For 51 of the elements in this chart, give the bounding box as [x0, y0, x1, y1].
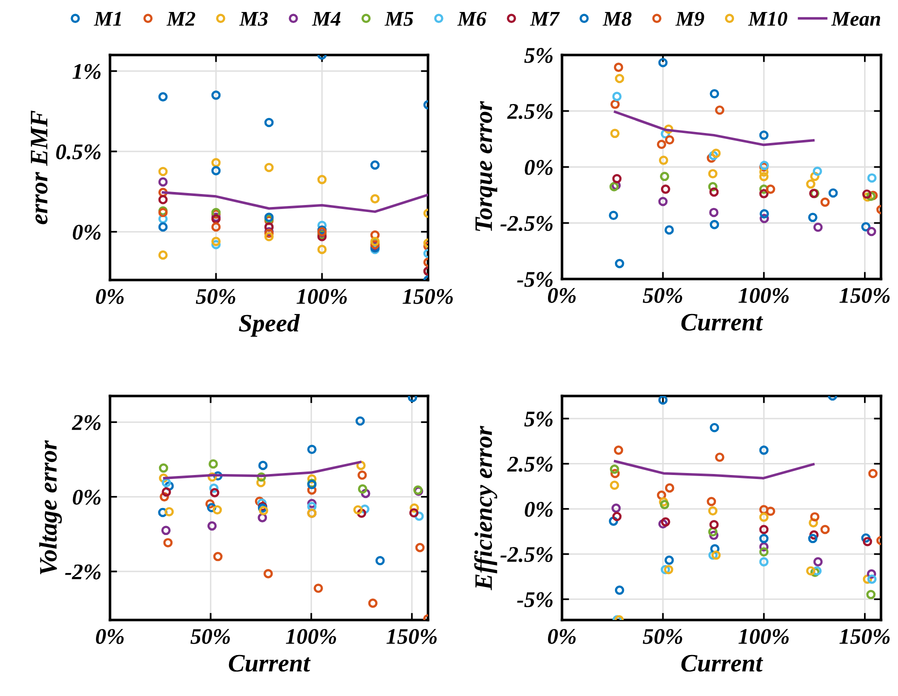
x-tick-label: 0%: [548, 288, 576, 304]
x-tick-label: 0%: [548, 628, 576, 644]
y-tick-label: 0%: [524, 160, 553, 175]
x-axis-title: Current: [681, 314, 764, 331]
y-tick-label: -5%: [517, 592, 553, 608]
legend-label: M8: [602, 12, 632, 26]
x-tick-label: 100%: [296, 288, 347, 304]
legend-label: M7: [530, 12, 560, 26]
x-tick-label: 100%: [738, 628, 789, 644]
x-tick-label: 100%: [286, 628, 336, 644]
legend-label: M6: [457, 12, 486, 26]
x-tick-label: 0%: [96, 628, 124, 644]
legend-label: M3: [239, 12, 268, 26]
y-axis-title: error EMF: [30, 110, 48, 224]
y-tick-label: -2.5%: [500, 216, 553, 232]
y-tick-label: 0%: [72, 224, 101, 240]
x-axis-title: Speed: [238, 314, 300, 337]
y-axis-title: Efficiency error: [474, 426, 498, 590]
x-axis-title: Current: [681, 654, 764, 672]
y-tick-label: 2.5%: [507, 104, 553, 120]
y-tick-label: 2.5%: [507, 456, 553, 472]
x-tick-label: 150%: [839, 628, 890, 644]
y-tick-label: -5%: [517, 272, 553, 287]
y-tick-label: 0.5%: [56, 144, 101, 160]
y-axis-title: Voltage error: [39, 440, 62, 574]
x-axis-title: Current: [228, 654, 311, 672]
x-tick-label: 50%: [196, 288, 236, 304]
y-tick-label: 5%: [524, 412, 553, 427]
y-tick-label: 5%: [524, 48, 553, 63]
legend-label: M10: [748, 12, 788, 26]
legend-label: M1: [94, 12, 121, 26]
y-tick-label: -2.5%: [500, 546, 553, 562]
legend-label: M2: [166, 12, 196, 26]
legend-label: Mean: [831, 12, 880, 26]
y-tick-label: 0%: [524, 502, 553, 517]
legend-label: M9: [675, 12, 704, 26]
y-tick-label: 0%: [72, 490, 101, 505]
x-tick-label: 150%: [386, 628, 437, 644]
y-tick-label: 1%: [72, 64, 101, 80]
x-tick-label: 50%: [642, 288, 682, 304]
y-tick-label: -2%: [65, 564, 101, 580]
x-tick-label: 0%: [96, 288, 124, 304]
x-tick-label: 50%: [642, 628, 682, 644]
y-axis-title: Torque error: [476, 100, 498, 232]
legend-label: M5: [384, 12, 414, 26]
x-tick-label: 150%: [839, 288, 890, 304]
x-tick-label: 50%: [190, 628, 230, 644]
x-tick-label: 150%: [402, 288, 453, 304]
y-tick-label: 2%: [72, 415, 101, 430]
x-tick-label: 100%: [738, 288, 789, 304]
legend-label: M4: [312, 12, 340, 26]
